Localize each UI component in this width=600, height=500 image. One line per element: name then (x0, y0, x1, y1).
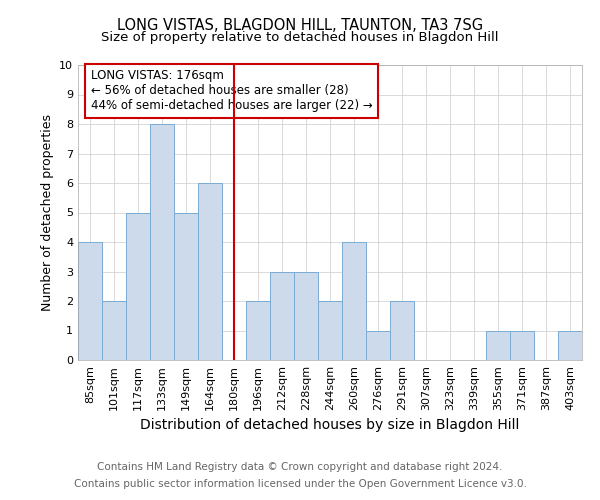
Bar (126, 212, 150, 360)
Bar (318, 301, 342, 360)
Bar (78, 242, 102, 360)
Bar (198, 183, 222, 360)
Text: LONG VISTAS: 176sqm
← 56% of detached houses are smaller (28)
44% of semi-detach: LONG VISTAS: 176sqm ← 56% of detached ho… (91, 70, 373, 112)
Bar (558, 330, 582, 360)
Text: Contains public sector information licensed under the Open Government Licence v3: Contains public sector information licen… (74, 479, 526, 489)
Bar (366, 330, 390, 360)
Bar (102, 301, 126, 360)
Bar (510, 330, 534, 360)
Bar (342, 242, 366, 360)
Y-axis label: Number of detached properties: Number of detached properties (41, 114, 53, 311)
Bar (246, 301, 270, 360)
Text: Contains HM Land Registry data © Crown copyright and database right 2024.: Contains HM Land Registry data © Crown c… (97, 462, 503, 472)
X-axis label: Distribution of detached houses by size in Blagdon Hill: Distribution of detached houses by size … (140, 418, 520, 432)
Bar (174, 212, 198, 360)
Text: LONG VISTAS, BLAGDON HILL, TAUNTON, TA3 7SG: LONG VISTAS, BLAGDON HILL, TAUNTON, TA3 … (117, 18, 483, 32)
Bar (294, 272, 318, 360)
Text: Size of property relative to detached houses in Blagdon Hill: Size of property relative to detached ho… (101, 31, 499, 44)
Bar (270, 272, 294, 360)
Bar (150, 124, 174, 360)
Bar (486, 330, 510, 360)
Bar (390, 301, 414, 360)
